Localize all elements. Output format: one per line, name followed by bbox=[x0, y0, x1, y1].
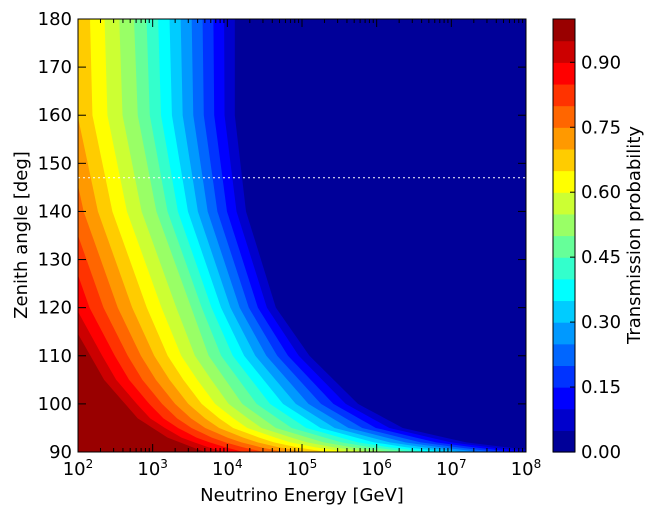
colorbar-frame bbox=[552, 18, 576, 453]
x-axis: 102 103 104 105 106 107 108 bbox=[63, 19, 542, 480]
y-tick-label: 90 bbox=[49, 442, 72, 463]
colorbar-tick-label: 0.90 bbox=[581, 52, 621, 73]
colorbar-segment bbox=[553, 300, 575, 323]
colorbar-segment bbox=[553, 322, 575, 345]
colorbar-segment bbox=[553, 278, 575, 302]
colorbar-segment bbox=[553, 127, 575, 150]
colorbar-segment bbox=[553, 235, 575, 258]
x-tick-label: 108 bbox=[511, 457, 542, 480]
colorbar-segment bbox=[553, 62, 575, 85]
y-axis: 90 100 110 120 130 140 150 160 170 180 bbox=[38, 9, 526, 463]
x-axis-label: Neutrino Energy [GeV] bbox=[200, 485, 404, 506]
y-tick-label: 130 bbox=[38, 250, 72, 271]
colorbar: 0.00 0.15 0.30 0.45 0.60 0.75 0.90 bbox=[552, 18, 621, 463]
x-tick-label: 104 bbox=[212, 457, 243, 480]
colorbar-segment bbox=[553, 148, 575, 172]
colorbar-label: Transmission probability bbox=[624, 126, 645, 345]
y-tick-label: 120 bbox=[38, 298, 72, 319]
y-tick-label: 140 bbox=[38, 201, 72, 222]
y-tick-label: 150 bbox=[38, 153, 72, 174]
colorbar-tick-label: 0.00 bbox=[581, 442, 621, 463]
colorbar-segment bbox=[553, 408, 575, 431]
colorbar-segment bbox=[553, 192, 575, 215]
colorbar-segment bbox=[553, 19, 575, 42]
colorbar-segment bbox=[553, 170, 575, 193]
colorbar-segment bbox=[553, 213, 575, 237]
colorbar-tick-label: 0.15 bbox=[581, 377, 621, 398]
colorbar-segment bbox=[553, 83, 575, 107]
x-tick-label: 106 bbox=[361, 457, 392, 480]
colorbar-segment bbox=[553, 343, 575, 366]
colorbar-segment bbox=[553, 430, 575, 453]
colorbar-tick-label: 0.30 bbox=[581, 312, 621, 333]
colorbar-segment bbox=[553, 387, 575, 410]
colorbar-segment bbox=[553, 105, 575, 128]
colorbar-segment bbox=[553, 257, 575, 280]
colorbar-tick-label: 0.60 bbox=[581, 182, 621, 203]
contour-band bbox=[78, 333, 205, 452]
x-tick-label: 102 bbox=[63, 457, 94, 480]
plot-area bbox=[78, 19, 526, 452]
y-tick-label: 100 bbox=[38, 394, 72, 415]
y-tick-label: 160 bbox=[38, 105, 72, 126]
x-tick-label: 103 bbox=[137, 457, 168, 480]
y-axis-label: Zenith angle [deg] bbox=[11, 151, 32, 319]
y-tick-label: 180 bbox=[38, 9, 72, 30]
colorbar-segment bbox=[553, 40, 575, 63]
colorbar-segment bbox=[553, 365, 575, 388]
y-tick-label: 110 bbox=[38, 346, 72, 367]
colorbar-tick-label: 0.75 bbox=[581, 117, 621, 138]
y-tick-label: 170 bbox=[38, 57, 72, 78]
x-tick-label: 105 bbox=[287, 457, 318, 480]
colorbar-tick-label: 0.45 bbox=[581, 247, 621, 268]
x-tick-label: 107 bbox=[436, 457, 467, 480]
